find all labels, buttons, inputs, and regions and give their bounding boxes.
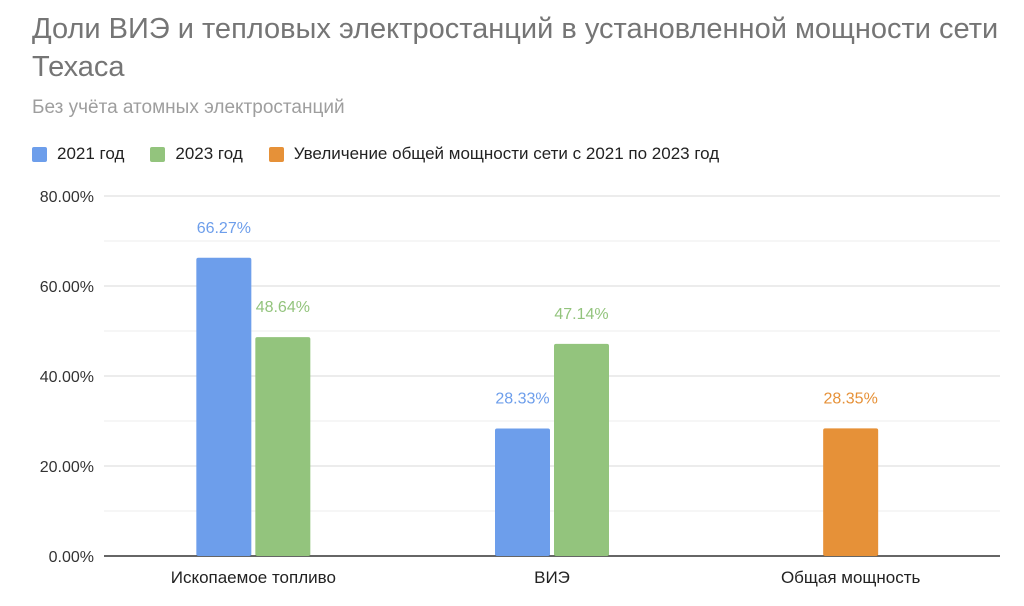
x-tick-label: Общая мощность <box>781 568 921 587</box>
y-tick-label: 0.00% <box>49 549 94 566</box>
legend: 2021 год 2023 год Увеличение общей мощно… <box>32 144 745 164</box>
data-label: 48.64% <box>256 299 310 316</box>
y-tick-label: 20.00% <box>40 459 94 476</box>
legend-label-increase: Увеличение общей мощности сети с 2021 по… <box>293 144 720 163</box>
data-label: 66.27% <box>197 220 251 237</box>
data-label: 47.14% <box>554 306 608 323</box>
legend-item-2021: 2021 год <box>32 144 124 164</box>
data-label: 28.35% <box>824 390 878 407</box>
bar <box>255 337 311 556</box>
legend-swatch-2023 <box>150 146 166 162</box>
x-tick-label: Ископаемое топливо <box>171 568 336 587</box>
legend-label-2023: 2023 год <box>175 144 243 163</box>
legend-swatch-increase <box>268 146 284 162</box>
chart-subtitle: Без учёта атомных электростанций <box>32 97 345 118</box>
legend-label-2021: 2021 год <box>57 144 125 163</box>
legend-item-2023: 2023 год <box>150 144 243 164</box>
legend-swatch-2021 <box>32 146 47 162</box>
y-tick-label: 60.00% <box>40 279 94 296</box>
y-tick-label: 80.00% <box>40 189 94 206</box>
chart-title: Доли ВИЭ и тепловых электростанций в уст… <box>32 13 999 83</box>
x-tick-label: ВИЭ <box>534 568 570 587</box>
bar <box>554 343 609 556</box>
bar <box>823 428 879 556</box>
bar <box>495 428 550 556</box>
data-label: 28.33% <box>495 391 549 408</box>
y-tick-label: 40.00% <box>40 369 94 386</box>
bar <box>196 257 252 556</box>
legend-item-increase: Увеличение общей мощности сети с 2021 по… <box>268 144 720 164</box>
